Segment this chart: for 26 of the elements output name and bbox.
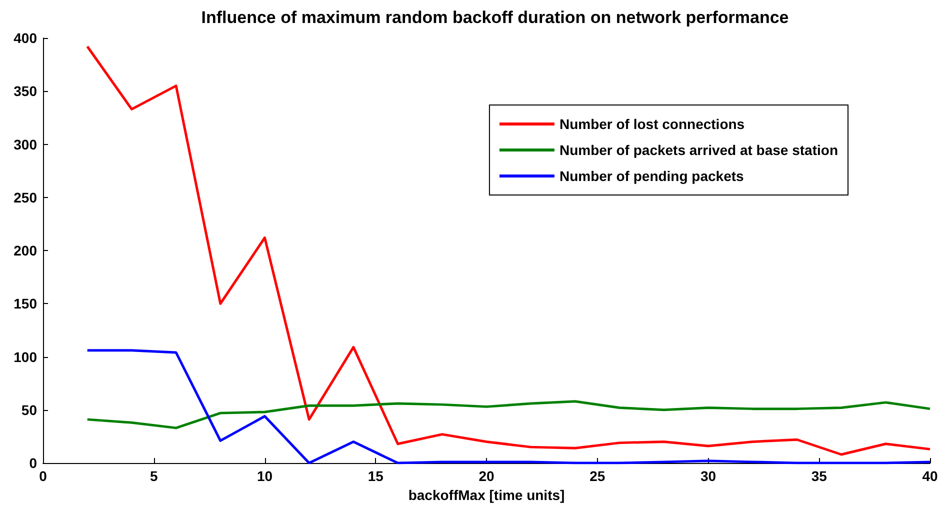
x-tick-label: 40: [922, 468, 938, 484]
x-tick-label: 30: [700, 468, 716, 484]
x-tick-label: 15: [368, 468, 384, 484]
x-tick-label: 20: [478, 468, 494, 484]
x-tick-label: 10: [256, 468, 273, 484]
legend-label: Number of pending packets: [559, 168, 744, 184]
line-series: [86, 400, 932, 430]
line-series: [86, 45, 932, 456]
y-tick-label: 200: [14, 242, 38, 258]
chart-title: Influence of maximum random backoff duration on network performance: [201, 8, 789, 27]
y-tick-label: 250: [14, 189, 38, 206]
legend-label: Number of packets arrived at base station: [559, 142, 838, 158]
y-tick-label: 350: [14, 83, 38, 100]
line-series: [86, 349, 932, 464]
y-tick-label: 0: [29, 455, 38, 471]
x-axis-title: backoffMax [time units]: [408, 486, 565, 503]
y-tick-label: 150: [14, 296, 38, 312]
y-tick-label: 100: [14, 348, 38, 365]
x-tick-label: 35: [811, 468, 828, 484]
y-tick-label: 50: [21, 402, 38, 418]
x-tick-label: 0: [39, 468, 48, 484]
y-tick-label: 400: [14, 30, 38, 46]
x-tick-label: 25: [590, 468, 606, 484]
legend-label: Number of lost connections: [559, 116, 745, 132]
x-tick-label: 5: [150, 468, 158, 484]
y-tick-label: 300: [14, 136, 38, 152]
